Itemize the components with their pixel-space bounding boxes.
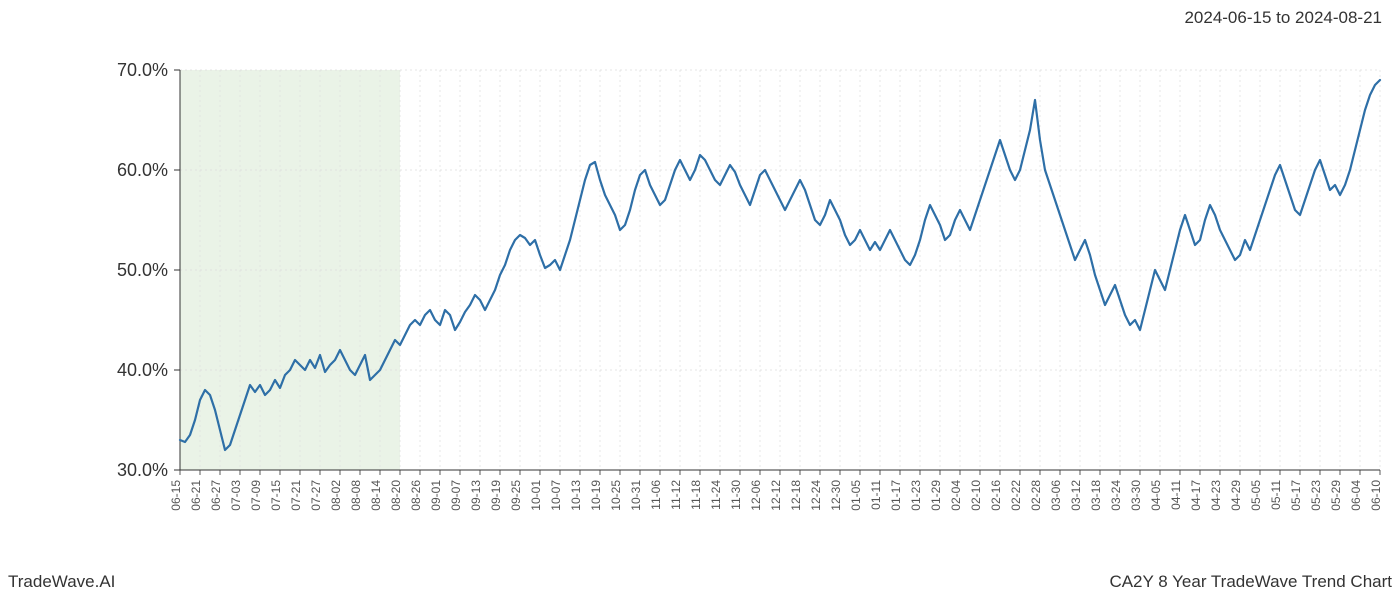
svg-text:09-25: 09-25 — [509, 480, 523, 511]
svg-text:06-10: 06-10 — [1369, 480, 1383, 511]
brand-label: TradeWave.AI — [8, 572, 115, 592]
svg-text:07-15: 07-15 — [269, 480, 283, 511]
svg-text:04-05: 04-05 — [1149, 480, 1163, 511]
svg-text:08-08: 08-08 — [349, 480, 363, 511]
chart-title: CA2Y 8 Year TradeWave Trend Chart — [1109, 572, 1392, 592]
svg-text:07-27: 07-27 — [309, 480, 323, 511]
svg-text:05-17: 05-17 — [1289, 480, 1303, 511]
svg-text:12-24: 12-24 — [809, 480, 823, 511]
svg-text:10-31: 10-31 — [629, 480, 643, 511]
svg-text:01-11: 01-11 — [869, 480, 883, 510]
svg-text:11-06: 11-06 — [649, 480, 663, 510]
svg-text:07-03: 07-03 — [229, 480, 243, 511]
svg-text:05-29: 05-29 — [1329, 480, 1343, 511]
svg-text:09-07: 09-07 — [449, 480, 463, 511]
svg-text:03-24: 03-24 — [1109, 480, 1123, 511]
svg-text:02-10: 02-10 — [969, 480, 983, 511]
svg-text:12-30: 12-30 — [829, 480, 843, 511]
svg-text:03-18: 03-18 — [1089, 480, 1103, 511]
svg-text:08-26: 08-26 — [409, 480, 423, 511]
svg-text:06-04: 06-04 — [1349, 480, 1363, 511]
svg-text:08-02: 08-02 — [329, 480, 343, 511]
svg-text:70.0%: 70.0% — [117, 60, 168, 80]
svg-text:07-21: 07-21 — [289, 480, 303, 511]
svg-text:40.0%: 40.0% — [117, 360, 168, 380]
svg-text:10-07: 10-07 — [549, 480, 563, 511]
svg-text:09-13: 09-13 — [469, 480, 483, 511]
svg-text:03-06: 03-06 — [1049, 480, 1063, 511]
trend-chart: 30.0% 40.0% 50.0% 60.0% 70.0% 06-15 06-21 06-27… — [0, 50, 1400, 550]
svg-text:06-27: 06-27 — [209, 480, 223, 511]
svg-text:11-24: 11-24 — [709, 480, 723, 510]
svg-text:01-17: 01-17 — [889, 480, 903, 511]
svg-text:11-12: 11-12 — [669, 480, 683, 510]
svg-text:03-12: 03-12 — [1069, 480, 1083, 511]
svg-text:50.0%: 50.0% — [117, 260, 168, 280]
svg-text:06-15: 06-15 — [169, 480, 183, 511]
svg-text:10-19: 10-19 — [589, 480, 603, 511]
svg-text:02-22: 02-22 — [1009, 480, 1023, 511]
svg-text:01-05: 01-05 — [849, 480, 863, 511]
svg-text:11-30: 11-30 — [729, 480, 743, 510]
svg-text:06-21: 06-21 — [189, 480, 203, 511]
svg-text:05-05: 05-05 — [1249, 480, 1263, 511]
svg-text:09-01: 09-01 — [429, 480, 443, 511]
chart-svg: 30.0% 40.0% 50.0% 60.0% 70.0% 06-15 06-21 06-27… — [0, 50, 1400, 550]
svg-text:12-18: 12-18 — [789, 480, 803, 511]
svg-text:02-04: 02-04 — [949, 480, 963, 511]
svg-text:07-09: 07-09 — [249, 480, 263, 511]
svg-text:08-20: 08-20 — [389, 480, 403, 511]
svg-text:12-06: 12-06 — [749, 480, 763, 511]
svg-text:04-17: 04-17 — [1189, 480, 1203, 511]
svg-text:04-29: 04-29 — [1229, 480, 1243, 511]
svg-text:04-11: 04-11 — [1169, 480, 1183, 510]
svg-text:60.0%: 60.0% — [117, 160, 168, 180]
svg-text:10-25: 10-25 — [609, 480, 623, 511]
svg-text:10-01: 10-01 — [529, 480, 543, 511]
svg-text:01-23: 01-23 — [909, 480, 923, 511]
svg-text:03-30: 03-30 — [1129, 480, 1143, 511]
svg-text:08-14: 08-14 — [369, 480, 383, 511]
svg-text:12-12: 12-12 — [769, 480, 783, 511]
svg-text:10-13: 10-13 — [569, 480, 583, 511]
svg-text:01-29: 01-29 — [929, 480, 943, 511]
svg-text:02-28: 02-28 — [1029, 480, 1043, 511]
svg-text:30.0%: 30.0% — [117, 460, 168, 480]
svg-text:05-11: 05-11 — [1269, 480, 1283, 510]
svg-text:04-23: 04-23 — [1209, 480, 1223, 511]
svg-text:09-19: 09-19 — [489, 480, 503, 511]
svg-text:11-18: 11-18 — [689, 480, 703, 510]
svg-text:02-16: 02-16 — [989, 480, 1003, 511]
date-range: 2024-06-15 to 2024-08-21 — [1184, 8, 1382, 28]
svg-text:05-23: 05-23 — [1309, 480, 1323, 511]
